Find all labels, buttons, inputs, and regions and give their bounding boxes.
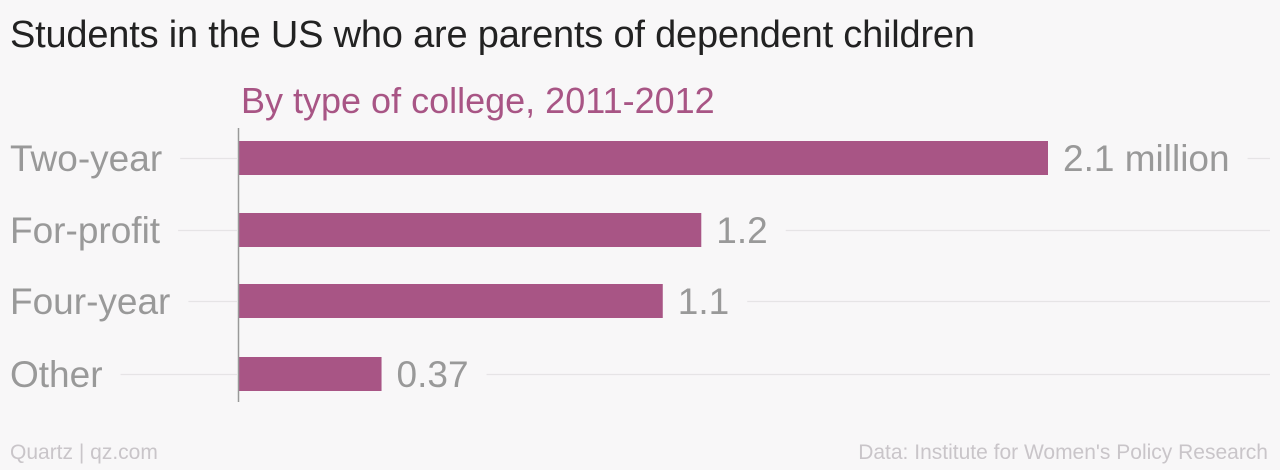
footer-source-left: Quartz | qz.com [10,441,158,464]
bar [239,141,1048,175]
category-label: Four-year [10,281,170,322]
value-label: 0.37 [397,354,469,395]
category-label: For-profit [10,210,161,251]
chart-subtitle: By type of college, 2011-2012 [241,80,715,121]
chart-title: Students in the US who are parents of de… [10,14,975,56]
value-label: 1.2 [716,210,767,251]
bar [239,357,382,391]
category-label: Two-year [10,138,162,179]
value-label: 1.1 [678,281,729,322]
bars-layer: Two-year 2.1 million For-profit 1.2 Four-yea… [10,138,1270,395]
bar [239,284,663,318]
footer-source-right: Data: Institute for Women's Policy Resea… [858,441,1268,464]
bar [239,213,702,247]
category-label: Other [10,354,103,395]
value-label: 2.1 million [1063,138,1230,179]
